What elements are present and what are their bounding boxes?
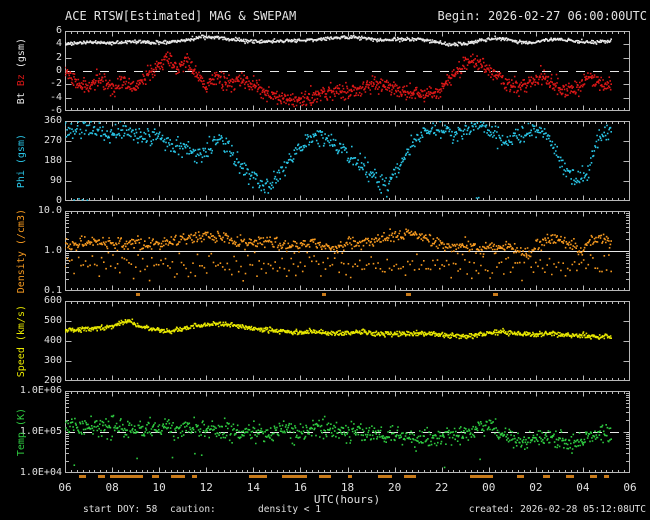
- x-tick-label: 16: [293, 481, 308, 494]
- y-axis-label-part: Density (/cm3): [15, 208, 27, 294]
- x-tick-label: 14: [246, 481, 260, 494]
- y-tick-label-bt-bz: 6: [55, 25, 62, 36]
- caution-mark: [566, 475, 574, 478]
- x-axis-title: UTC(hours): [313, 493, 381, 506]
- y-axis-label-part: Bt: [15, 92, 27, 105]
- caution-mark: [517, 475, 525, 478]
- series-density-density-low-flags: [65, 249, 612, 282]
- y-tick-label-speed: 400: [43, 335, 62, 346]
- x-tick-label: 20: [387, 481, 402, 494]
- y-axis-label-part: Phi (gsm): [15, 133, 27, 189]
- panel-temp-plot: [65, 391, 630, 473]
- page-title: ACE RTSW[Estimated] MAG & SWEPAM: [65, 9, 297, 23]
- panel-phi-plot: [65, 121, 630, 201]
- caution-mark: [97, 475, 106, 478]
- caution-mark: [135, 293, 141, 296]
- y-tick-label-speed: 200: [43, 375, 62, 386]
- y-tick-label-bt-bz: 2: [55, 51, 62, 63]
- x-tick-label: 08: [105, 481, 119, 494]
- caution-mark: [589, 475, 598, 478]
- y-tick-label-bt-bz: 4: [55, 38, 62, 50]
- caution-mark: [170, 475, 186, 478]
- caution-mark: [192, 475, 197, 478]
- series-temp-temp: [65, 414, 612, 469]
- caution-mark: [321, 293, 327, 296]
- panel-bt-bz-plot: [65, 31, 630, 111]
- begin-timestamp: Begin: 2026-02-27 06:00:00UTC: [437, 9, 647, 23]
- panel-phi-ticks: [65, 121, 630, 201]
- caution-mark: [79, 475, 87, 478]
- y-axis-label-part: Temp (K): [15, 407, 27, 457]
- x-tick-label: 02: [529, 481, 543, 494]
- y-axis-label-phi: Phi (gsm): [12, 121, 30, 201]
- y-tick-label-phi: 90: [49, 175, 62, 186]
- y-axis-label-part: (gsm): [15, 37, 27, 74]
- y-tick-label-temp: 1.0E+04: [19, 467, 62, 478]
- series-bt-bz-bz: [65, 51, 612, 108]
- panel-speed-border: [65, 301, 630, 381]
- y-tick-label-bt-bz: 0: [55, 65, 62, 76]
- panel-speed-ticks: [65, 301, 630, 381]
- y-tick-label-density: 1.0: [43, 245, 62, 256]
- series-phi-phi: [65, 121, 612, 201]
- panel-temp-ticks: [65, 391, 630, 473]
- caution-mark: [404, 475, 416, 478]
- caution-mark: [347, 475, 353, 478]
- panel-speed-plot: [65, 301, 630, 381]
- y-tick-label-phi: 0: [55, 195, 62, 206]
- series-bt-bz-bt: [65, 34, 612, 47]
- caution-label: caution:: [170, 504, 216, 515]
- y-tick-label-phi: 270: [43, 135, 62, 146]
- series-density-density: [65, 228, 612, 260]
- series-speed-speed: [65, 318, 612, 340]
- panel-density-ticks: [65, 211, 630, 291]
- caution-mark: [319, 475, 332, 478]
- caution-mark: [406, 293, 412, 296]
- caution-mark: [281, 475, 308, 478]
- panel-density-plot: [65, 211, 630, 291]
- y-axis-label-part: Bz: [15, 74, 27, 87]
- y-tick-label-phi: 360: [43, 115, 62, 126]
- caution-density-value: density < 1: [258, 504, 321, 515]
- x-tick-label: 12: [199, 481, 213, 494]
- x-tick-label: 04: [576, 481, 590, 494]
- y-tick-label-bt-bz: -2: [49, 78, 62, 90]
- y-axis-label-bt-bz: Bt Bz (gsm): [12, 31, 30, 111]
- y-tick-label-temp: 1.0E+05: [19, 426, 62, 437]
- caution-mark: [493, 293, 499, 296]
- y-tick-label-bt-bz: -4: [49, 91, 62, 103]
- y-tick-label-speed: 300: [43, 355, 62, 366]
- y-axis-label-part: [16, 86, 27, 92]
- caution-mark: [152, 475, 160, 478]
- caution-mark: [378, 475, 393, 478]
- caution-mark: [604, 475, 609, 478]
- x-tick-label: 10: [152, 481, 166, 494]
- x-tick-label: 00: [482, 481, 496, 494]
- caution-mark: [109, 475, 143, 478]
- caution-mark: [248, 475, 268, 478]
- x-tick-label: 22: [435, 481, 449, 494]
- x-tick-label: 06: [623, 481, 637, 494]
- y-tick-label-temp: 1.0E+06: [19, 385, 62, 396]
- y-tick-label-density: 0.1: [43, 285, 62, 296]
- y-tick-label-bt-bz: -6: [49, 105, 62, 116]
- start-doy-label: start DOY: 58: [83, 504, 158, 515]
- y-tick-label-phi: 180: [43, 155, 62, 166]
- y-axis-label-density: Density (/cm3): [12, 208, 30, 294]
- x-tick-label: 18: [340, 481, 355, 494]
- y-axis-label-part: Speed (km/s): [15, 304, 27, 378]
- y-axis-label-temp: Temp (K): [12, 391, 30, 473]
- panel-bt-bz-ticks: [65, 31, 630, 111]
- caution-mark: [542, 475, 550, 478]
- created-timestamp: created: 2026-02-28 05:12:08UTC: [468, 504, 646, 515]
- x-tick-label: 06: [58, 481, 72, 494]
- y-tick-label-speed: 600: [43, 295, 62, 306]
- y-axis-label-speed: Speed (km/s): [12, 301, 30, 381]
- y-tick-label-speed: 500: [43, 315, 62, 326]
- caution-mark: [469, 475, 494, 478]
- y-tick-label-density: 10.0: [37, 205, 62, 216]
